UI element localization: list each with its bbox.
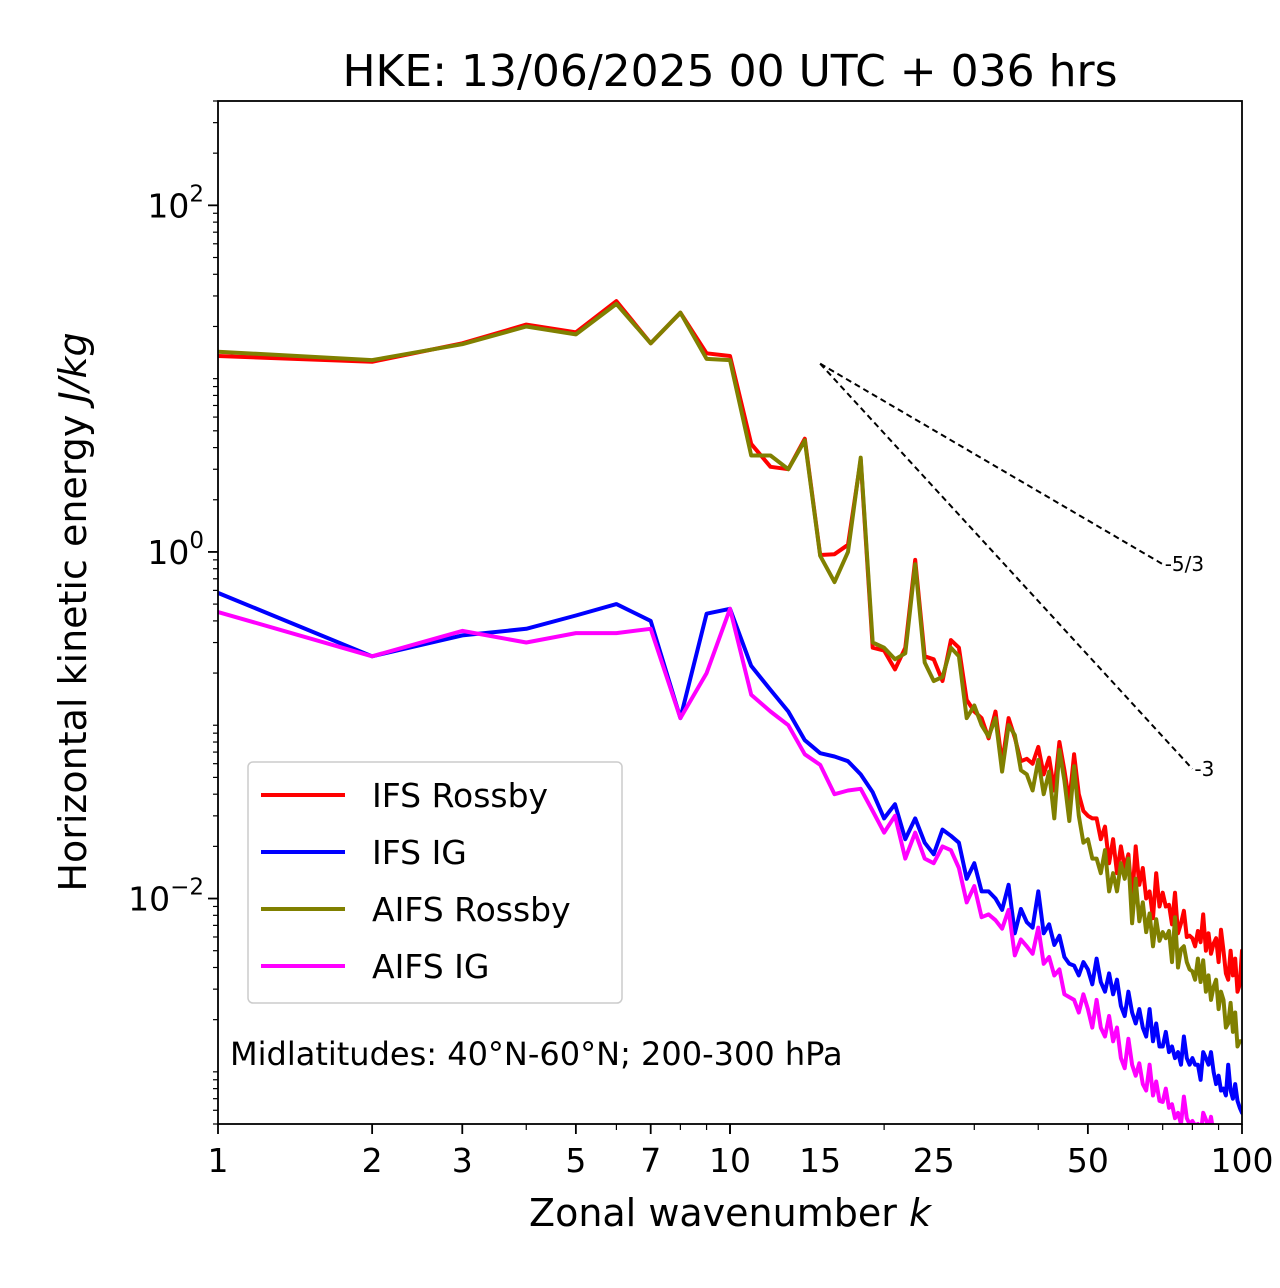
legend: IFS Rossby IFS IG AIFS Rossby AIFS IG — [247, 761, 623, 1004]
y-tick-label: 100 — [147, 528, 204, 572]
reference-slope-line-2 — [819, 362, 1194, 770]
y-axis-label-units: J/kg — [51, 332, 95, 409]
reference-slopes: -5/3 -3 — [819, 362, 1214, 781]
x-axis-ticks: 1 2 3 5 7 10 15 25 50 100 — [208, 1124, 1274, 1180]
x-tick-label: 3 — [452, 1141, 473, 1180]
legend-label-aifs-rossby: AIFS Rossby — [372, 890, 571, 929]
x-tick-label: 100 — [1211, 1141, 1274, 1180]
x-tick-label: 10 — [709, 1141, 751, 1180]
series-line-ifs-ig — [218, 590, 1242, 1115]
reference-slope-label-1: -5/3 — [1165, 552, 1204, 576]
x-tick-label: 7 — [640, 1141, 661, 1180]
x-tick-label: 50 — [1067, 1141, 1109, 1180]
x-axis-label-text: Zonal wavenumber — [529, 1191, 897, 1235]
series-layer — [218, 299, 1242, 1124]
x-tick-label: 1 — [208, 1141, 229, 1180]
y-axis-label-text: Horizontal kinetic energy — [51, 415, 95, 892]
y-tick-label: 102 — [147, 181, 204, 225]
x-tick-label: 15 — [799, 1141, 841, 1180]
y-axis-label: Horizontal kinetic energy J/kg — [51, 332, 95, 891]
series-line-aifs-ig — [218, 606, 1215, 1124]
legend-label-ifs-rossby: IFS Rossby — [372, 776, 548, 815]
x-tick-label: 2 — [362, 1141, 383, 1180]
reference-slope-label-2: -3 — [1194, 757, 1214, 781]
series-line-aifs-rossby — [218, 301, 1242, 1049]
y-axis-ticks: 102 100 10−2 — [128, 100, 218, 1125]
reference-slope-line-1 — [819, 362, 1164, 566]
y-tick-label: 10−2 — [128, 875, 204, 919]
legend-label-ifs-ig: IFS IG — [372, 833, 467, 872]
legend-frame — [247, 761, 623, 1004]
x-axis-label-variable: k — [909, 1191, 933, 1235]
x-axis-label: Zonal wavenumber k — [529, 1191, 933, 1235]
region-annotation: Midlatitudes: 40°N-60°N; 200-300 hPa — [230, 1035, 843, 1073]
x-tick-label: 25 — [913, 1141, 955, 1180]
chart-title: HKE: 13/06/2025 00 UTC + 036 hrs — [342, 46, 1117, 97]
x-tick-label: 5 — [565, 1141, 586, 1180]
legend-label-aifs-ig: AIFS IG — [372, 947, 489, 986]
